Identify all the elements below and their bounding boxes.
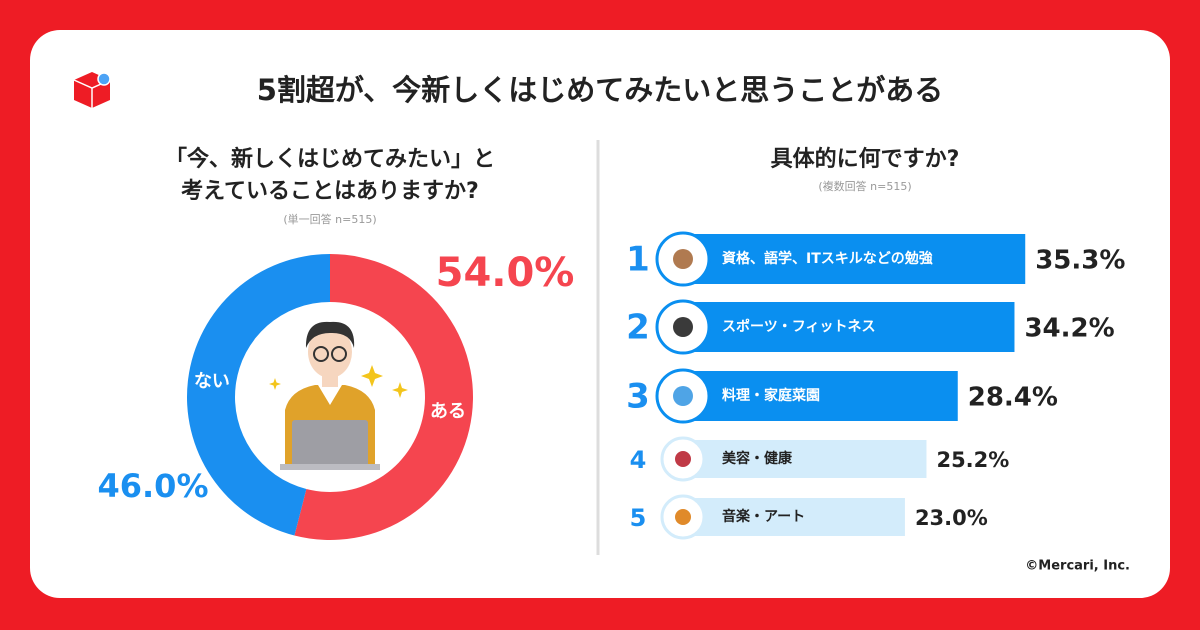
donut-segment (187, 254, 330, 536)
value-label: 28.4% (968, 383, 1058, 413)
bar-chart: 1 資格、語学、ITスキルなどの勉強 35.3% 2 スポーツ・フィットネス 34.2% 3… (626, 231, 1125, 540)
donut-title: 「今、新しくはじめてみたい」と (165, 146, 495, 172)
bar (680, 302, 1015, 352)
category-label: 資格、語学、ITスキルなどの勉強 (722, 250, 933, 267)
donut-subtitle: (単一回答 n=515) (283, 212, 376, 226)
donut-title: 考えていることはありますか? (181, 179, 479, 204)
donut-chart: ある 54.0% ない 46.0% (97, 250, 575, 541)
category-label: 美容・健康 (722, 450, 793, 467)
bar (680, 498, 905, 536)
segment-label: ある (430, 401, 466, 422)
bar (680, 234, 1026, 284)
rank: 3 (626, 377, 650, 417)
item-icon-dot (673, 386, 693, 406)
illustration (238, 305, 422, 489)
logo (73, 72, 111, 108)
item-icon-dot (673, 317, 693, 337)
value-label: 25.2% (936, 448, 1009, 472)
value-label: 54.0% (436, 250, 575, 296)
bar-title: 具体的に何ですか? (771, 146, 960, 172)
category-label: スポーツ・フィットネス (722, 318, 875, 335)
segment-label: ない (194, 371, 230, 392)
category-label: 料理・家庭菜園 (722, 387, 820, 404)
item-icon-dot (675, 451, 691, 467)
rank: 4 (630, 446, 647, 474)
item-icon-dot (675, 509, 691, 525)
rank: 5 (630, 504, 647, 532)
rank: 2 (626, 308, 650, 348)
donut-segment (294, 254, 474, 541)
category-label: 音楽・アート (722, 508, 805, 525)
rank: 1 (626, 240, 650, 280)
value-label: 46.0% (97, 467, 208, 505)
value-label: 34.2% (1024, 314, 1114, 344)
bar-subtitle: (複数回答 n=515) (818, 179, 911, 193)
bar (680, 371, 958, 421)
page-title: 5割超が、今新しくはじめてみたいと思うことがある (257, 73, 944, 107)
copyright: ©Mercari, Inc. (1025, 559, 1130, 574)
bar (680, 440, 927, 478)
value-label: 35.3% (1035, 246, 1125, 276)
value-label: 23.0% (915, 506, 988, 530)
item-icon-dot (673, 249, 693, 269)
